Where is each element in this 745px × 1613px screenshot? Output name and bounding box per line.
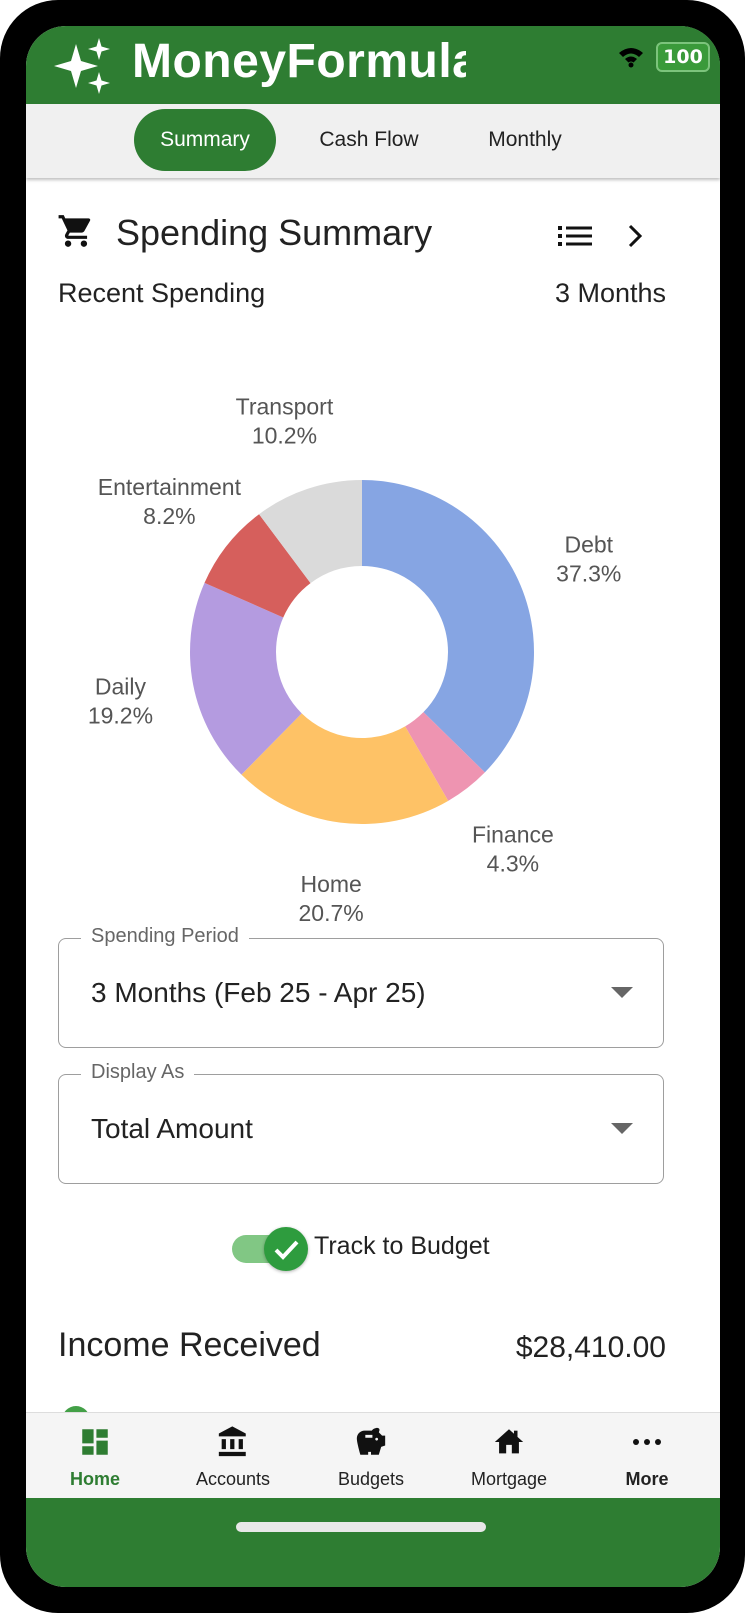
recent-spending-label: Recent Spending: [58, 278, 266, 308]
battery-indicator: 100: [656, 42, 710, 72]
donut-slice-transport[interactable]: [259, 480, 362, 584]
nav-more-label: More: [625, 1469, 669, 1489]
app-screen: MoneyFormula 100 Summary Cash Flow Month…: [26, 26, 720, 1587]
dropdown-arrow-icon: [611, 987, 633, 998]
nav-accounts-label: Accounts: [195, 1469, 271, 1489]
app-header: MoneyFormula 100: [26, 26, 720, 104]
shopping-cart-icon: [58, 215, 91, 247]
app-title: MoneyFormula: [132, 35, 480, 88]
check-icon[interactable]: [264, 1227, 308, 1271]
bottom-navigation: Home Accounts Budgets Mortgage: [26, 1412, 720, 1499]
spending-donut-chart[interactable]: Debt 37.3% Finance 4.3% Home 20.7% Daily 19.2% E…: [26, 366, 720, 926]
nav-home[interactable]: Home: [26, 1413, 164, 1499]
more-dots-icon: [633, 1439, 661, 1445]
list-icon[interactable]: [558, 224, 592, 248]
slice-label-percent: 19.2%: [88, 703, 153, 729]
nav-mortgage-label: Mortgage: [470, 1469, 548, 1489]
slice-label-percent: 10.2%: [252, 423, 317, 449]
tab-summary[interactable]: Summary: [134, 109, 276, 171]
spending-period-value: 3 Months (Feb 25 - Apr 25): [91, 977, 426, 1008]
tab-bar: Summary Cash Flow Monthly: [26, 104, 720, 178]
income-title: Income Received: [58, 1326, 321, 1364]
donut-slice-debt[interactable]: [362, 480, 534, 773]
track-to-budget-label: Track to Budget: [314, 1232, 490, 1260]
nav-mortgage[interactable]: Mortgage: [440, 1413, 578, 1499]
system-home-area: [26, 1498, 720, 1587]
nav-more[interactable]: More: [578, 1413, 716, 1499]
slice-label-percent: 37.3%: [556, 561, 621, 587]
dropdown-arrow-icon: [611, 1123, 633, 1134]
donut-slice-entertainment[interactable]: [204, 514, 311, 618]
period-label[interactable]: 3 Months: [554, 278, 666, 308]
wifi-icon: [619, 48, 643, 68]
nav-budgets-label: Budgets: [337, 1469, 405, 1489]
donut-slice-home[interactable]: [241, 713, 449, 824]
sparkles-icon: [54, 38, 110, 94]
display-as-legend: Display As: [81, 1061, 195, 1084]
chevron-right-icon[interactable]: [626, 222, 646, 250]
slice-label-percent: 4.3%: [487, 850, 539, 876]
display-as-value: Total Amount: [91, 1113, 253, 1144]
slice-label-name: Daily: [95, 674, 147, 700]
slice-label-percent: 20.7%: [299, 900, 364, 926]
slice-label-percent: 8.2%: [143, 503, 195, 529]
bank-icon: [218, 1426, 246, 1457]
dashboard-icon: [82, 1429, 108, 1455]
slice-label-name: Debt: [564, 532, 613, 558]
tab-cash-flow[interactable]: Cash Flow: [319, 128, 419, 151]
spending-period-select[interactable]: Spending Period 3 Months (Feb 25 - Apr 2…: [58, 925, 664, 1048]
display-as-select[interactable]: Display As Total Amount: [58, 1061, 664, 1184]
tab-monthly[interactable]: Monthly: [488, 128, 562, 151]
piggy-bank-icon: [356, 1427, 386, 1455]
spending-period-legend: Spending Period: [81, 925, 249, 948]
slice-label-name: Transport: [236, 394, 334, 420]
donut-slice-finance[interactable]: [405, 712, 485, 801]
nav-home-label: Home: [69, 1469, 120, 1489]
home-indicator[interactable]: [236, 1522, 486, 1532]
slice-label-name: Entertainment: [98, 474, 242, 500]
slice-label-name: Finance: [472, 821, 554, 847]
nav-budgets[interactable]: Budgets: [302, 1413, 440, 1499]
donut-slice-daily[interactable]: [190, 582, 302, 775]
card-title: Spending Summary: [116, 212, 433, 253]
house-icon: [494, 1429, 524, 1454]
income-amount: $28,410.00: [515, 1331, 666, 1364]
nav-accounts[interactable]: Accounts: [164, 1413, 302, 1499]
slice-label-name: Home: [300, 871, 361, 897]
